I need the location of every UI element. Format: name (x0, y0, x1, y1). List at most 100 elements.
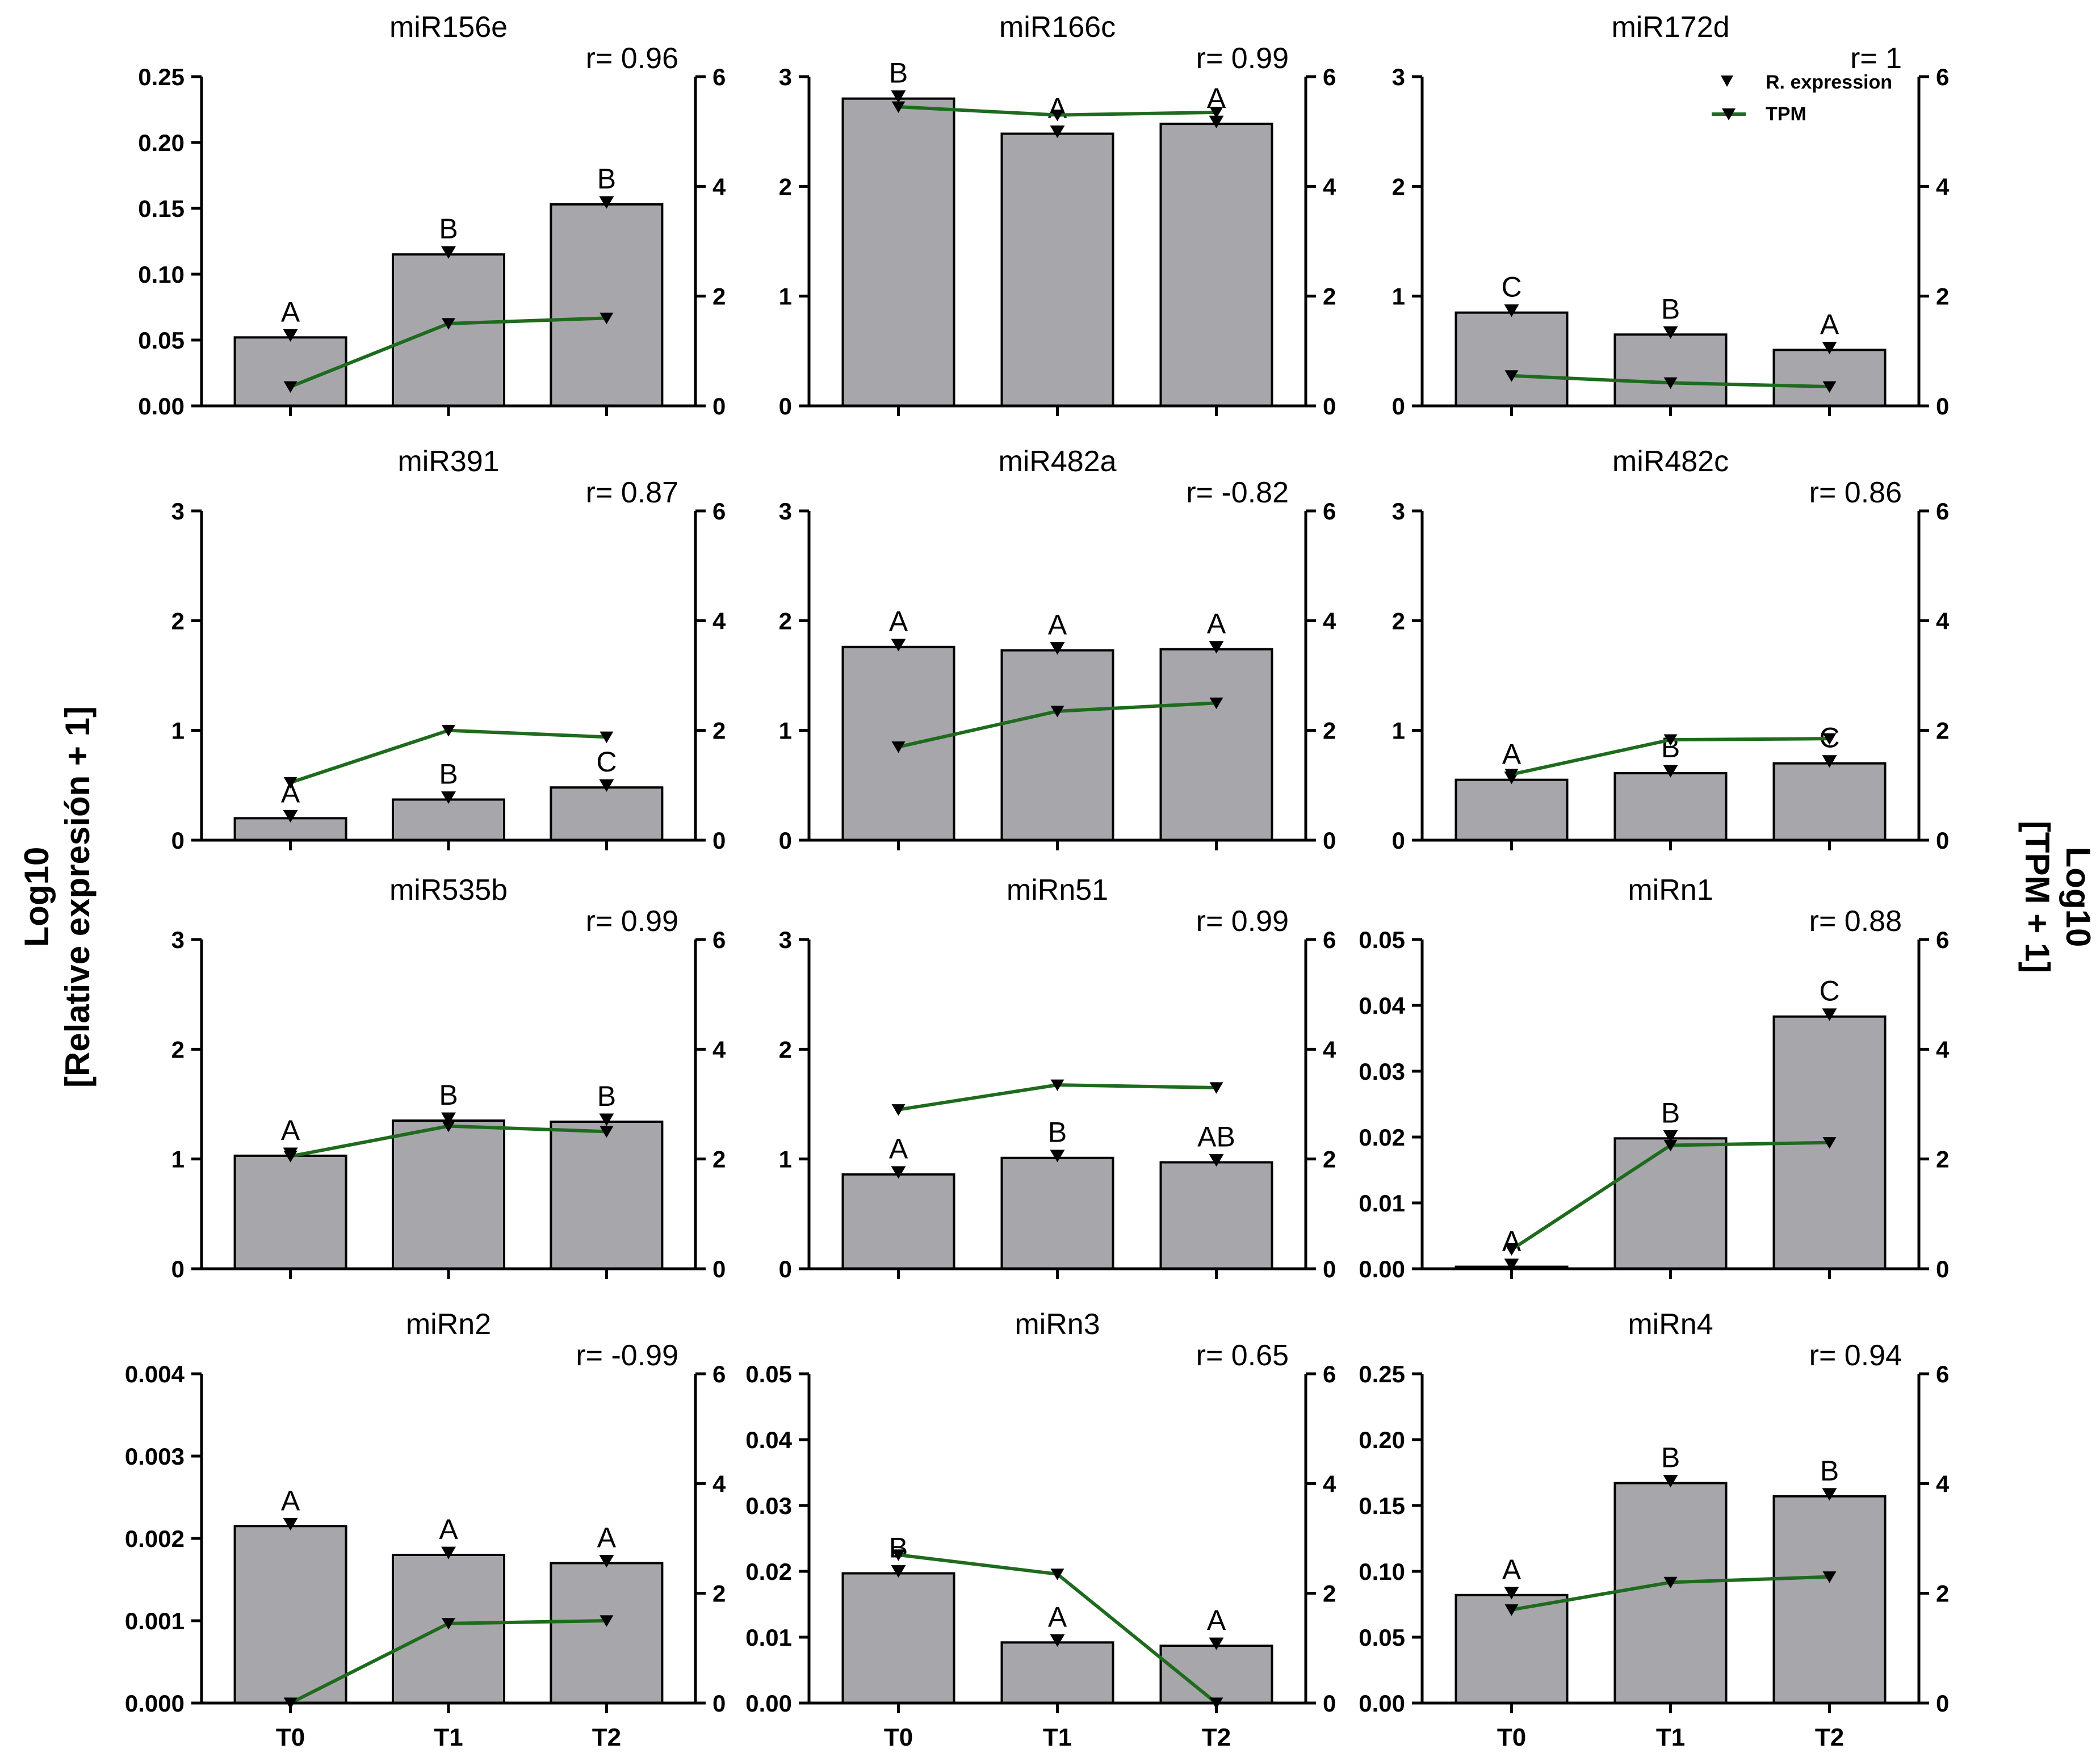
rexp-marker-mir172d-t1 (1663, 326, 1678, 339)
sig-letter-mirn2-t1: A (439, 1513, 458, 1545)
r-value-mirn3: r= 0.65 (1196, 1339, 1289, 1372)
bar-mir172d-t2 (1772, 349, 1887, 408)
rexp-marker-mir156e-t0 (283, 329, 298, 342)
right-tick-label-mir391: 2 (712, 718, 726, 744)
sig-letter-mir535b-t1: B (439, 1079, 458, 1111)
tpm-marker-mirn1-t2 (1822, 1137, 1837, 1149)
rexp-marker-mir166c-t2 (1209, 115, 1224, 128)
tpm-marker-mir391-t1 (442, 725, 455, 737)
right-tick-label-mirn3: 6 (1323, 1361, 1336, 1387)
right-tick-label-mir482a: 0 (1323, 827, 1336, 854)
right-tick-label-mir166c: 0 (1323, 393, 1336, 420)
x-tick-label-mirn2-t1: T1 (434, 1723, 463, 1751)
left-tick-label-mirn1: 0.02 (1359, 1124, 1405, 1151)
panel-title-mirn4: miRn4 (1628, 1308, 1713, 1341)
rexp-marker-mirn3-t2 (1209, 1637, 1224, 1650)
left-tick-label-mirn51: 3 (779, 926, 792, 953)
tpm-marker-mir391-t2 (600, 731, 614, 744)
tpm-marker-mir166c-t2 (1209, 107, 1223, 119)
left-tick-label-mirn4: 0.20 (1359, 1427, 1405, 1453)
bar-mirn4-t1 (1613, 1482, 1728, 1705)
rexp-marker-mirn1-t2 (1822, 1008, 1837, 1021)
left-tick-label-mir482c: 3 (1392, 498, 1405, 525)
x-tick-label-mirn3-t1: T1 (1043, 1723, 1072, 1751)
r-value-mir535b: r= 0.99 (586, 905, 678, 938)
left-tick-label-mirn1: 0.05 (1359, 926, 1405, 953)
right-tick-label-mir482c: 4 (1936, 607, 1950, 634)
legend-down-triangle-icon (1721, 76, 1733, 87)
left-tick-label-mirn51: 0 (779, 1256, 792, 1282)
bar-mir391-t2 (550, 786, 664, 841)
tpm-marker-mirn2-t2 (600, 1615, 614, 1627)
left-tick-label-mir535b: 1 (171, 1146, 185, 1173)
tpm-marker-mirn1-t1 (1663, 1139, 1678, 1152)
right-tick-label-mirn2: 6 (712, 1361, 726, 1387)
bar-mir482c-t0 (1455, 778, 1569, 841)
right-tick-label-mirn1: 0 (1936, 1256, 1949, 1282)
r-value-mirn1: r= 0.88 (1809, 905, 1902, 938)
panel-title-mir482c: miR482c (1612, 445, 1729, 478)
r-value-mir166c: r= 0.99 (1196, 42, 1289, 75)
r-value-mirn51: r= 0.99 (1196, 905, 1289, 938)
panel-title-mir535b: miR535b (389, 874, 508, 907)
left-tick-label-mirn2: 0.002 (125, 1525, 185, 1552)
r-value-mirn4: r= 0.94 (1809, 1339, 1902, 1372)
panel-title-mir166c: miR166c (999, 11, 1116, 44)
right-tick-label-mirn4: 6 (1936, 1361, 1949, 1387)
right-tick-label-mir166c: 2 (1323, 283, 1336, 310)
rexp-marker-mir482a-t0 (891, 639, 906, 652)
rexp-marker-mir172d-t0 (1504, 304, 1519, 317)
panel-title-mir482a: miR482a (998, 445, 1116, 478)
tpm-marker-mir166c-t1 (1050, 110, 1064, 121)
right-tick-label-mir482a: 6 (1323, 498, 1336, 525)
rexp-marker-mir482c-t1 (1663, 765, 1678, 778)
bar-mirn1-t1 (1613, 1137, 1728, 1270)
left-tick-label-mir156e: 0.00 (138, 393, 185, 420)
bar-mir166c-t1 (1000, 132, 1114, 408)
panel-mir172d: miR172d r= 1 C B A 0 1 2 3 0 2 4 6 (1392, 11, 1950, 420)
rexp-marker-mirn51-t1 (1050, 1150, 1065, 1163)
panel-title-mirn1: miRn1 (1628, 874, 1713, 907)
right-tick-label-mir172d: 2 (1936, 283, 1949, 310)
sig-letter-mir482c-t0: A (1502, 739, 1521, 770)
right-tick-label-mirn51: 0 (1323, 1256, 1336, 1282)
left-tick-label-mir391: 3 (171, 498, 185, 525)
right-tick-label-mirn51: 4 (1323, 1036, 1336, 1063)
rexp-marker-mirn4-t0 (1504, 1587, 1519, 1600)
tpm-marker-mir156e-t1 (442, 318, 455, 330)
left-tick-label-mir391: 0 (171, 827, 185, 854)
rexp-marker-mirn3-t0 (891, 1565, 906, 1578)
left-axis-title: Log10 [Relative expresión + 1] (18, 706, 97, 1088)
left-tick-label-mir166c: 1 (779, 283, 792, 310)
sig-letter-mir391-t1: B (439, 758, 458, 790)
r-value-mir482c: r= 0.86 (1809, 476, 1902, 509)
bar-mirn51-t0 (841, 1173, 955, 1270)
right-tick-label-mir391: 6 (712, 498, 726, 525)
r-value-mir156e: r= 0.96 (586, 42, 678, 75)
tpm-marker-mir156e-t0 (283, 381, 297, 393)
tpm-marker-mir166c-t0 (891, 101, 906, 113)
rexp-marker-mir535b-t2 (599, 1113, 614, 1126)
bar-mir166c-t2 (1159, 123, 1273, 407)
sig-letter-mir482a-t2: A (1207, 608, 1226, 640)
rexp-marker-mirn3-t1 (1050, 1634, 1065, 1647)
right-tick-label-mir482a: 4 (1323, 607, 1336, 634)
right-tick-label-mirn2: 2 (712, 1580, 726, 1607)
right-tick-label-mir166c: 4 (1323, 173, 1336, 200)
left-axis-title-line1: Log10 (18, 847, 56, 947)
bar-mirn2-t0 (233, 1525, 347, 1704)
panel-title-mirn3: miRn3 (1015, 1308, 1100, 1341)
bar-mir535b-t2 (550, 1120, 664, 1270)
bar-mirn51-t1 (1000, 1156, 1114, 1270)
tpm-marker-mirn4-t0 (1504, 1604, 1519, 1616)
right-tick-label-mir156e: 0 (712, 393, 726, 420)
right-axis-title: Log10 [TPM + 1] (2018, 821, 2097, 973)
left-tick-label-mir156e: 0.25 (138, 64, 185, 90)
right-tick-label-mir535b: 0 (712, 1256, 726, 1282)
left-tick-label-mir156e: 0.10 (138, 261, 185, 288)
rexp-marker-mir482c-t2 (1822, 755, 1837, 768)
left-tick-label-mirn3: 0.04 (745, 1427, 792, 1453)
x-tick-label-mirn4-t2: T2 (1815, 1723, 1844, 1751)
